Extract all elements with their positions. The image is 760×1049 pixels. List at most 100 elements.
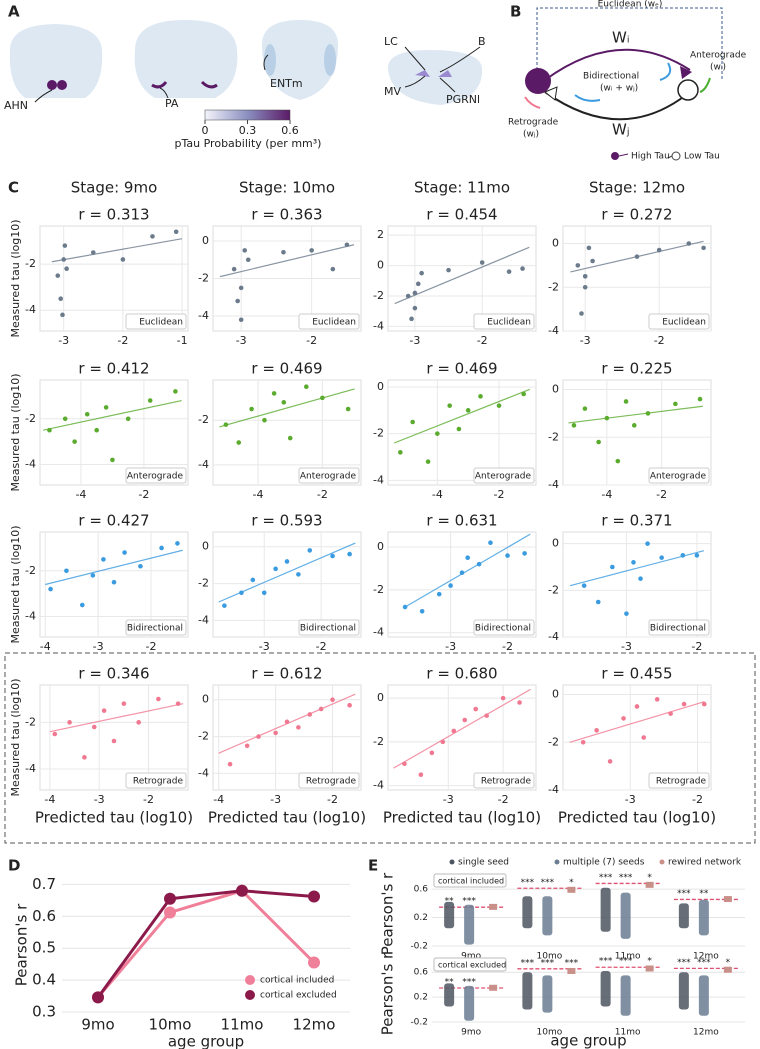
point <box>64 568 69 574</box>
model-label: Bidirectional <box>300 624 356 634</box>
point <box>621 716 626 721</box>
point <box>236 440 242 445</box>
point <box>582 274 588 279</box>
x-tick-label: 11mo <box>615 952 641 962</box>
y-tick-label: -2 <box>373 289 384 302</box>
point <box>164 892 176 905</box>
point <box>235 298 240 304</box>
label-box <box>298 313 360 330</box>
region-label: PGRNl <box>446 93 480 106</box>
y-tick-label: -4 <box>25 762 36 775</box>
rewired-point <box>489 984 498 991</box>
x-tick-label: -2 <box>654 334 665 347</box>
significance: *** <box>697 958 711 968</box>
x-axis-label: age group <box>168 1033 244 1049</box>
strip <box>542 975 553 1013</box>
x-tick-label: 10mo <box>537 952 563 962</box>
box-label: cortical excluded <box>438 961 506 970</box>
point <box>231 266 237 272</box>
point <box>52 731 58 737</box>
point <box>517 700 522 705</box>
model-label: Retrograde <box>133 777 184 787</box>
point <box>330 697 335 703</box>
fit-line <box>568 405 703 424</box>
model-label: Bidirectional <box>475 624 531 634</box>
model-label: Bidirectional <box>650 624 706 634</box>
y-tick-label: 0.2 <box>414 993 428 1003</box>
x-tick-label: -3 <box>625 793 636 806</box>
strip <box>542 896 553 936</box>
label-box <box>473 313 535 330</box>
fit-line <box>393 388 531 444</box>
r-value: r = 0.612 <box>251 665 322 683</box>
point <box>496 403 502 408</box>
x-tick-label: -2 <box>477 334 488 347</box>
significance: * <box>647 873 652 883</box>
fit-line <box>570 240 704 273</box>
fit-line <box>569 550 705 587</box>
region-label: PA <box>165 97 179 110</box>
x-tick-label: -4 <box>75 488 86 501</box>
point <box>222 603 227 608</box>
significance: *** <box>677 958 691 968</box>
point <box>90 573 96 578</box>
legend-swatch <box>245 990 255 1000</box>
point <box>412 305 418 311</box>
y-tick-label: -2 <box>373 427 384 440</box>
rewired-point <box>645 965 654 972</box>
significance: *** <box>677 889 691 899</box>
point <box>244 743 250 749</box>
strip <box>522 972 533 1010</box>
fit-line <box>218 693 356 754</box>
edge-label: (wᵢ + wⱼ) <box>600 84 638 94</box>
point <box>673 401 678 407</box>
point <box>596 439 601 445</box>
legend-label: Low Tau <box>684 152 720 162</box>
point <box>236 884 248 897</box>
edge-label: Wⱼ <box>612 121 629 139</box>
y-tick-label: 0 <box>202 540 209 553</box>
y-axis-label: Measured tau (log10) <box>9 525 22 643</box>
strip <box>522 896 533 929</box>
point <box>281 400 287 405</box>
y-tick-label: 0.6 <box>414 968 429 978</box>
y-tick-label: -2 <box>198 577 209 590</box>
y-axis-label: Measured tau (log10) <box>9 373 22 491</box>
y-tick-label: -2 <box>548 583 559 596</box>
y-tick-label: -4 <box>25 457 36 470</box>
point <box>582 406 588 411</box>
stage-title: Stage: 10mo <box>239 179 335 197</box>
model-label: Retrograde <box>656 777 707 787</box>
significance: *** <box>599 873 613 883</box>
region-label: MV <box>384 85 401 98</box>
point <box>84 411 90 417</box>
point <box>654 697 660 702</box>
point <box>590 258 595 264</box>
point <box>641 735 647 740</box>
point <box>262 417 267 423</box>
colorbar-tick-label: 0.3 <box>239 124 257 137</box>
y-tick-label: -2 <box>25 564 36 577</box>
point <box>67 720 72 725</box>
y-tick-label: -4 <box>373 626 384 639</box>
legend-swatch <box>554 859 560 865</box>
point <box>48 586 53 592</box>
point <box>242 248 248 253</box>
label-box <box>125 313 187 330</box>
point <box>697 396 703 402</box>
point <box>409 316 414 322</box>
y-tick-label: 0.6 <box>414 885 429 895</box>
point <box>345 406 351 412</box>
line <box>96 889 316 999</box>
rewired-point <box>723 896 732 903</box>
x-tick-label: -2 <box>691 640 702 653</box>
panel-b-art <box>524 7 723 161</box>
point <box>238 285 244 291</box>
point <box>72 439 77 444</box>
fit-line <box>569 701 705 743</box>
point <box>623 399 629 404</box>
point <box>615 458 621 464</box>
y-tick-label: 0 <box>377 540 384 553</box>
label-box <box>648 619 710 636</box>
